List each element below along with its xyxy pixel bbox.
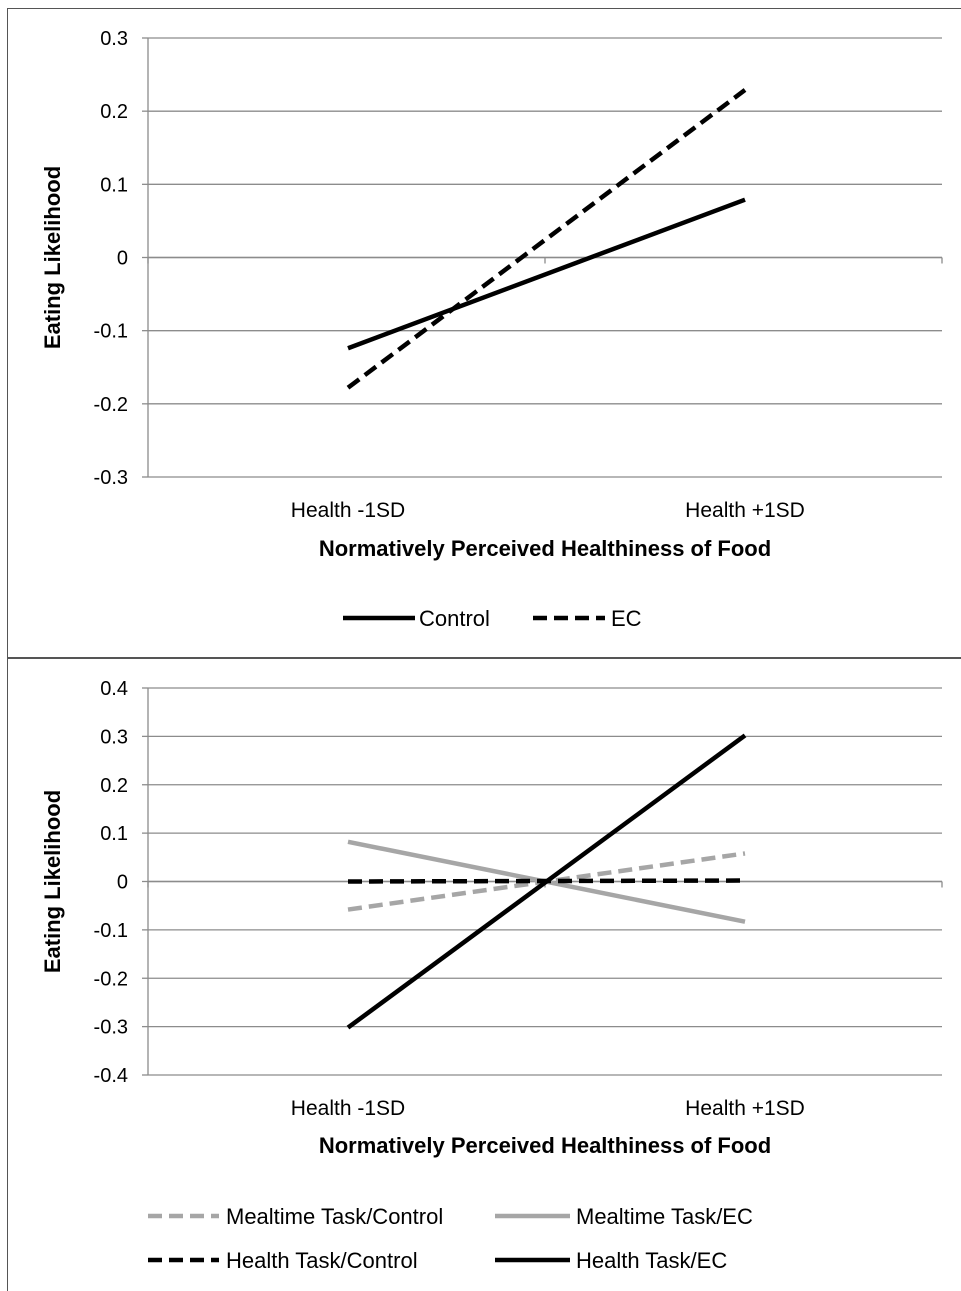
legend-label: Mealtime Task/Control [226,1204,443,1229]
y-tick-label: 0.2 [100,775,128,797]
y-tick-label: 0.1 [100,174,128,196]
x-tick-label: Health +1SD [685,499,805,522]
x-axis-title: Normatively Perceived Healthiness of Foo… [319,536,771,561]
y-tick-label: -0.2 [94,968,128,990]
y-tick-label: -0.1 [94,920,128,942]
series-line-health-task-ec [346,733,747,1030]
y-tick-label: 0.2 [100,101,128,123]
y-axis-title: Eating Likelihood [40,166,65,349]
legend-label: Health Task/Control [226,1248,418,1273]
y-tick-label: -0.3 [94,467,128,489]
y-tick-label: -0.1 [94,321,128,343]
y-tick-label: 0.3 [100,28,128,50]
y-tick-label: 0.3 [100,726,128,748]
y-tick-label: -0.2 [94,394,128,416]
y-tick-label: 0.4 [100,678,128,700]
chart-panel-top [7,8,961,660]
legend-label: Mealtime Task/EC [576,1204,753,1229]
x-tick-label: Health -1SD [291,499,405,522]
x-tick-label: Health -1SD [291,1097,405,1120]
x-tick-label: Health +1SD [685,1097,805,1120]
series-line-control [347,197,746,351]
y-tick-label: -0.3 [94,1017,128,1039]
legend-label: Control [419,606,490,631]
y-tick-label: -0.4 [94,1065,128,1087]
y-axis-title: Eating Likelihood [40,790,65,973]
y-tick-label: 0 [117,248,128,270]
chart-panel-bottom [7,657,961,1291]
y-tick-label: 0.1 [100,823,128,845]
y-tick-label: 0 [117,872,128,894]
legend-label: Health Task/EC [576,1248,727,1273]
legend-label: EC [611,606,642,631]
series-line-ec [346,88,747,390]
x-axis-title: Normatively Perceived Healthiness of Foo… [319,1133,771,1158]
